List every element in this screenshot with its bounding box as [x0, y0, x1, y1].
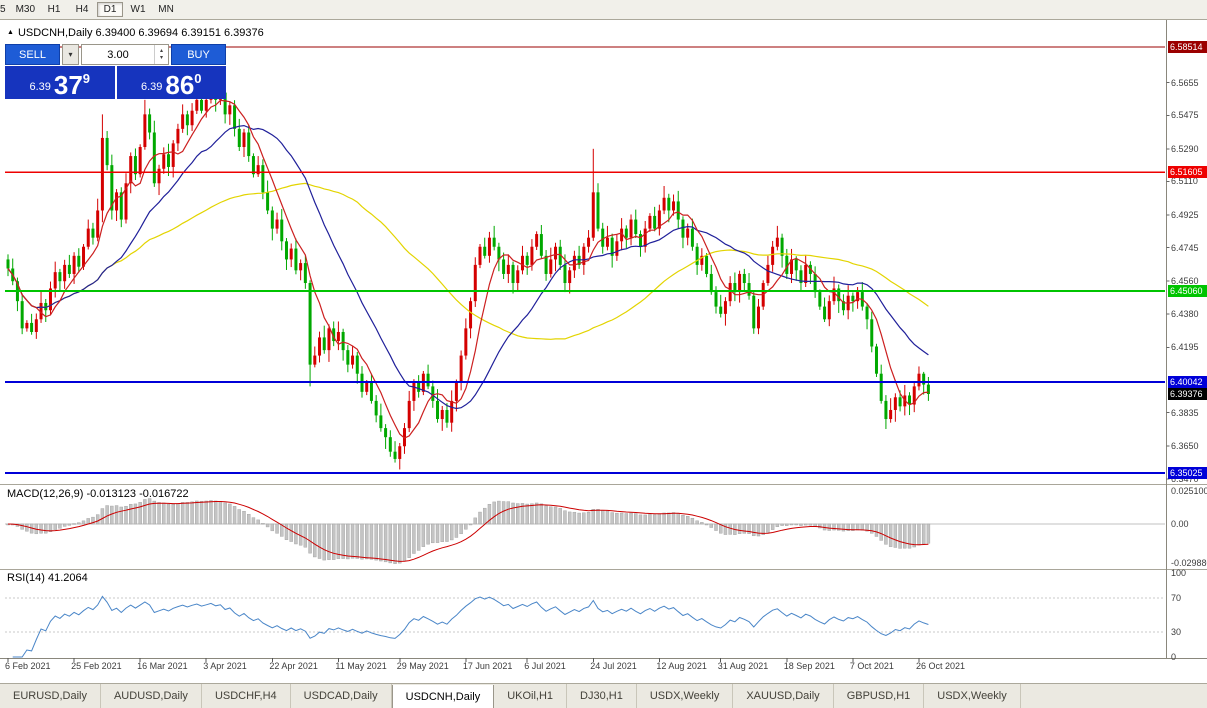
timeframe-button-d1[interactable]: D1 — [97, 2, 124, 17]
price-axis-tick: 6.4925 — [1171, 210, 1199, 220]
date-axis-label: 26 Oct 2021 — [915, 661, 965, 671]
volume-dropdown-button[interactable]: ▾ — [62, 44, 79, 65]
chart-title: ▲ USDCNH,Daily 6.39400 6.39694 6.39151 6.… — [7, 27, 264, 39]
tab-usdx-weekly[interactable]: USDX,Weekly — [637, 684, 734, 708]
timeframe-button-h1[interactable]: H1 — [41, 2, 67, 17]
price-tag-6.51605: 6.51605 — [1168, 166, 1207, 179]
date-axis-label: 7 Oct 2021 — [849, 661, 894, 671]
rsi-axis-tick: 70 — [1171, 593, 1182, 604]
ohlc-readout: USDCNH,Daily 6.39400 6.39694 6.39151 6.3… — [17, 27, 264, 39]
sell-button[interactable]: SELL — [5, 44, 60, 65]
volume-stepper[interactable]: 3.00 ▴ ▾ — [81, 44, 169, 65]
macd-axis-tick: 0.00 — [1171, 519, 1189, 529]
price-axis-tick: 6.3650 — [1171, 441, 1199, 452]
tab-usdx-weekly[interactable]: USDX,Weekly — [924, 684, 1021, 708]
price-axis-tick: 6.4560 — [1171, 276, 1199, 287]
macd-axis-tick: -0.029880 — [1171, 558, 1207, 569]
timeframe-button-5[interactable]: 5 — [0, 2, 10, 17]
volume-down-icon[interactable]: ▾ — [159, 54, 163, 61]
sell-price-sup: 9 — [82, 71, 91, 86]
price-tag-6.35025: 6.35025 — [1168, 466, 1207, 479]
date-axis-label: 16 Mar 2021 — [137, 661, 188, 671]
date-axis-label: 24 Jul 2021 — [590, 661, 637, 671]
tab-xauusd-daily[interactable]: XAUUSD,Daily — [733, 684, 834, 708]
macd-axis-tick: 0.025100 — [1171, 486, 1207, 496]
volume-up-icon[interactable]: ▴ — [159, 47, 163, 54]
sell-price-big: 37 — [53, 70, 83, 100]
tab-ukoil-h1[interactable]: UKOil,H1 — [494, 684, 568, 708]
price-axis-tick: 6.4745 — [1171, 242, 1199, 253]
price-axis-tick: 6.5110 — [1171, 176, 1198, 187]
tab-usdchf-h4[interactable]: USDCHF,H4 — [202, 684, 291, 708]
date-axis-label: 22 Apr 2021 — [269, 661, 318, 671]
date-axis-label: 12 Aug 2021 — [656, 661, 707, 671]
price-tag-6.45060: 6.45060 — [1168, 285, 1207, 297]
date-axis-label: 29 May 2021 — [396, 661, 449, 671]
tab-usdcnh-daily[interactable]: USDCNH,Daily — [391, 685, 495, 708]
tab-eurusd-daily[interactable]: EURUSD,Daily — [0, 684, 101, 708]
price-axis-tick: 6.3835 — [1171, 407, 1199, 418]
date-axis-label: 18 Sep 2021 — [783, 661, 835, 671]
date-axis-label: 17 Jun 2021 — [462, 661, 513, 671]
tab-dj30-h1[interactable]: DJ30,H1 — [567, 684, 637, 708]
price-axis-tick: 6.4380 — [1171, 308, 1199, 319]
timeframe-button-m30[interactable]: M30 — [12, 2, 39, 17]
sell-price-prefix: 6.39 — [29, 81, 51, 93]
price-axis-tick: 6.4195 — [1171, 342, 1199, 353]
timeframe-toolbar: 5 M30 H1 H4 D1 W1 MN — [0, 0, 1207, 20]
tab-usdcad-daily[interactable]: USDCAD,Daily — [291, 684, 392, 708]
chart-tabs-bar: EURUSD,Daily AUDUSD,Daily USDCHF,H4 USDCAD,… — [0, 683, 1207, 708]
price-tag-6.40042: 6.40042 — [1168, 376, 1207, 388]
macd-label: MACD(12,26,9) -0.013123 -0.016722 — [7, 488, 189, 500]
date-axis-label: 25 Feb 2021 — [71, 661, 122, 671]
volume-value: 3.00 — [107, 48, 129, 61]
rsi-axis-tick: 30 — [1171, 626, 1182, 637]
timeframe-button-w1[interactable]: W1 — [125, 2, 151, 17]
price-tag-6.58514: 6.58514 — [1168, 41, 1207, 53]
collapse-triangle-icon[interactable]: ▲ — [7, 29, 14, 36]
sell-price[interactable]: 6.39 37 9 — [5, 66, 115, 99]
date-axis-label: 11 May 2021 — [335, 661, 387, 671]
price-axis-tick: 6.5475 — [1171, 110, 1199, 121]
buy-button[interactable]: BUY — [171, 44, 226, 65]
tab-gbpusd-h1[interactable]: GBPUSD,H1 — [834, 684, 925, 708]
tab-audusd-daily[interactable]: AUDUSD,Daily — [101, 684, 202, 708]
buy-price-prefix: 6.39 — [140, 81, 163, 93]
price-axis-tick: 6.5655 — [1171, 77, 1199, 88]
timeframe-button-mn[interactable]: MN — [153, 2, 179, 17]
date-axis-label: 6 Jul 2021 — [524, 661, 566, 671]
rsi-label: RSI(14) 41.2064 — [7, 572, 88, 584]
rsi-axis-tick: 0 — [1171, 652, 1177, 662]
buy-price-sup: 0 — [194, 71, 202, 86]
chevron-down-icon: ▾ — [68, 50, 73, 59]
price-tag-6.39376: 6.39376 — [1168, 388, 1207, 401]
price-axis-tick: 6.5290 — [1171, 143, 1199, 154]
one-click-trading-panel: SELL ▾ 3.00 ▴ ▾ BUY 6.39 37 9 6.39 86 0 — [5, 44, 226, 99]
buy-price[interactable]: 6.39 86 0 — [116, 66, 226, 100]
date-axis-label: 31 Aug 2021 — [717, 661, 769, 671]
date-axis-label: 3 Apr 2021 — [203, 661, 247, 671]
timeframe-button-h4[interactable]: H4 — [69, 2, 95, 17]
buy-price-big: 86 — [165, 70, 195, 100]
date-axis-label: 6 Feb 2021 — [5, 661, 51, 671]
rsi-axis-tick: 100 — [1171, 568, 1187, 578]
